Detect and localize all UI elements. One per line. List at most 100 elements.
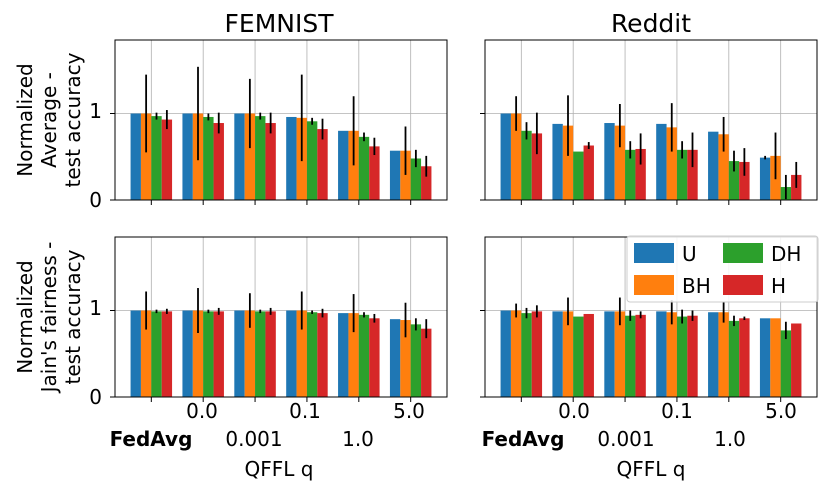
ytick-label-top-0: 0 [89,188,102,212]
bar-bh [666,312,677,397]
bar-bh [562,311,574,397]
bar-dh [358,314,370,397]
bar-h [265,311,276,397]
xlabel-left: QFFL q [245,457,314,481]
bar-h [739,318,750,397]
bar-h [531,311,543,397]
bar-bh [770,318,781,397]
xlabel-right: QFFL q [617,457,686,481]
xtick-label-left-5.0: 5.0 [393,399,425,423]
bar-u [759,157,771,200]
bar-dh [151,311,162,397]
panel-femnist-jain [110,236,448,402]
bar-bh [510,310,522,397]
bar-bh [718,312,729,397]
bar-dh [676,316,688,397]
bar-bh [348,313,359,397]
xtick-label-left-fedavg: FedAvg [110,427,193,451]
bar-dh [203,311,214,397]
bar-h [369,318,380,397]
xtick-label-left-0.0: 0.0 [186,399,218,423]
bar-h [161,311,173,397]
bar-bh [140,310,152,397]
bar-dh [255,311,266,397]
bar-bh [244,310,256,397]
bar-u [182,113,193,200]
bar-bh [192,310,204,397]
panel-femnist-average [110,39,448,205]
legend-swatch-bh [634,275,674,295]
bar-h [739,161,750,200]
bar-h [583,145,594,200]
bar-bh [614,311,626,397]
bar-u [656,123,667,200]
column-title-femnist: FEMNIST [225,9,335,38]
bar-u [130,310,141,397]
xtick-label-right-5.0: 5.0 [765,399,797,423]
ytick-label-bottom-1: 1 [89,296,102,320]
bar-bh [296,310,307,397]
bar-dh [625,149,636,200]
bar-u [552,123,563,200]
bar-u [286,310,297,397]
row-label-jain-line2: Jain's fairness - [37,242,61,395]
bar-bh [562,125,574,200]
row-label-jain: Normalized Jain's fairness - test accura… [13,242,85,395]
bar-h [687,315,698,397]
legend-swatch-h [723,275,763,295]
bar-dh [728,161,740,200]
row-label-average-line1: Normalized [13,63,37,176]
row-label-average-line3: test accuracy [61,52,85,187]
bar-u [338,130,349,200]
row-label-jain-line1: Normalized [13,260,37,373]
bar-dh [573,316,584,397]
row-label-jain-line3: test accuracy [61,249,85,384]
bar-u [759,318,771,397]
bar-dh [780,330,792,397]
xtick-label-left-0.1: 0.1 [289,399,321,423]
bar-h [161,119,173,200]
bar-h [369,146,380,200]
panel-reddit-average [480,39,818,205]
bar-dh [306,312,318,397]
bar-u [604,311,615,397]
legend-label-u: U [682,242,697,266]
xtick-label-right-0.1: 0.1 [661,399,693,423]
bar-u [338,313,349,397]
bar-u [604,123,615,200]
ytick-label-bottom-0: 0 [89,385,102,409]
ytick-label-top-1: 1 [89,99,102,123]
bar-dh [521,130,532,200]
row-label-average-line2: Average - [37,72,61,168]
bar-u [234,113,245,200]
bar-h [213,123,224,200]
bar-u [656,311,667,397]
legend-label-bh: BH [682,274,711,298]
bar-u [500,113,511,200]
bar-u [708,312,719,397]
bar-h [213,311,224,397]
bar-dh [728,320,740,397]
bar-h [317,129,328,200]
bar-bh [244,113,256,200]
bar-u [130,113,141,200]
bar-bh [666,127,677,200]
bar-h [687,149,698,200]
bar-bh [400,320,411,397]
bar-bh [400,150,411,200]
bar-dh [410,324,422,397]
legend-swatch-u [634,243,674,263]
bar-dh [203,116,214,200]
legend: U DH BH H [626,235,819,303]
bar-dh [151,116,162,200]
bar-u [286,116,297,200]
bar-u [389,150,401,200]
bar-dh [625,315,636,397]
bar-dh [573,151,584,200]
bar-h [421,328,432,397]
column-title-reddit: Reddit [611,9,691,38]
legend-frame [626,235,819,303]
bar-u [234,310,245,397]
xtick-label-right-fedavg: FedAvg [482,427,565,451]
